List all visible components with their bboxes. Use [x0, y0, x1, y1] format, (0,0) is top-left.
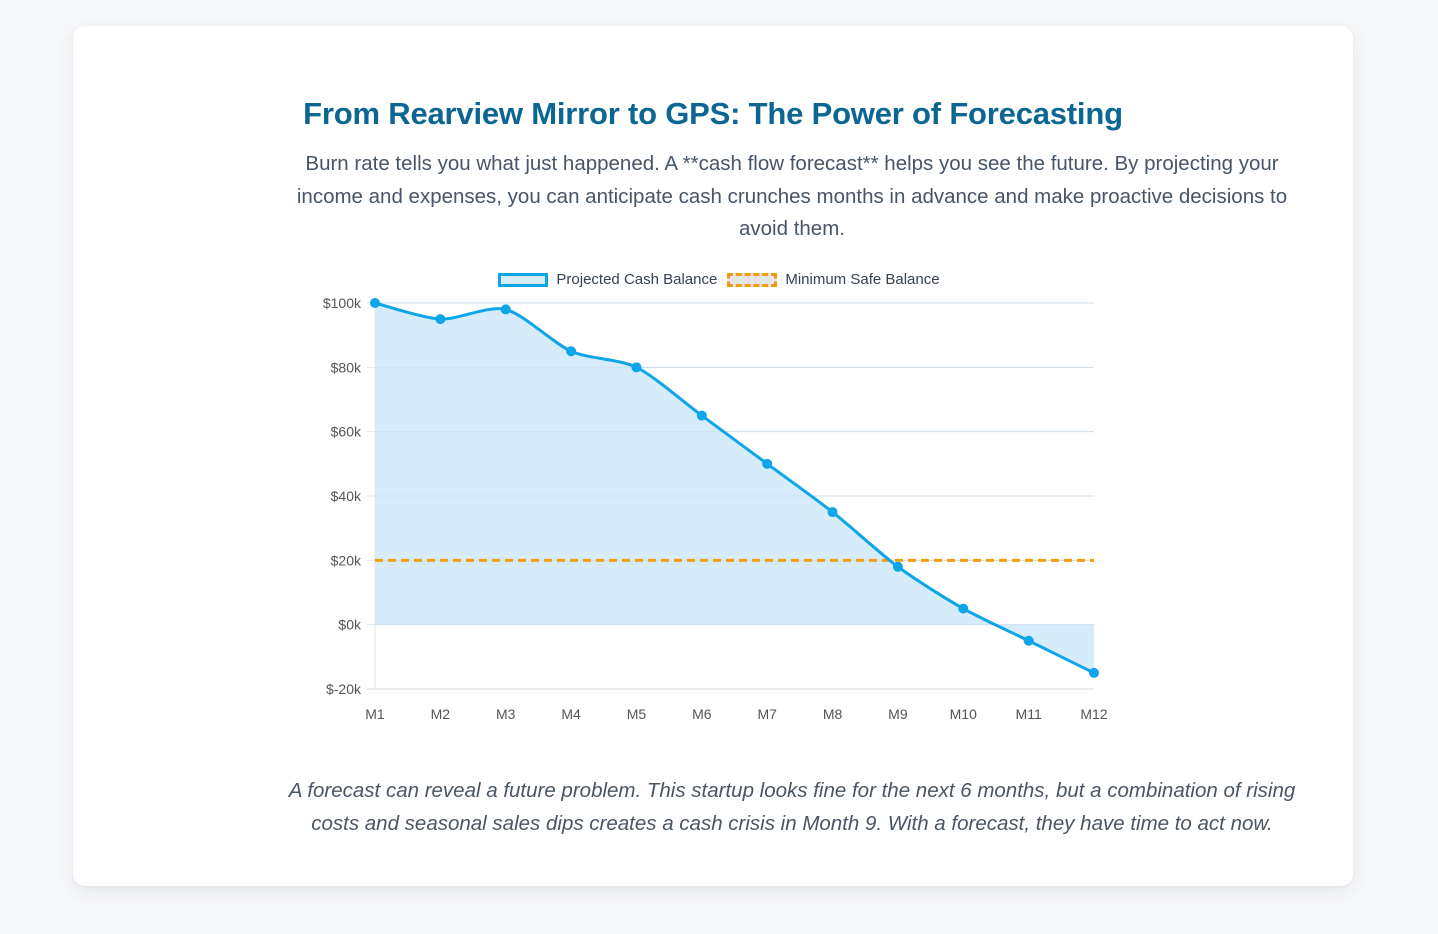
data-point-m11	[1023, 635, 1034, 646]
data-point-m12	[1089, 667, 1099, 678]
data-point-m3	[500, 304, 511, 315]
legend-label-minimum-safe: Minimum Safe Balance	[785, 271, 940, 288]
data-point-m5	[631, 362, 642, 373]
page-title: From Rearview Mirror to GPS: The Power o…	[303, 96, 1123, 131]
data-point-m9	[892, 561, 903, 572]
y-tick-label: $0k	[338, 617, 362, 633]
y-tick-label: $60k	[331, 424, 362, 440]
legend-swatch-projected-cash	[498, 272, 549, 287]
x-tick-label: M2	[431, 706, 451, 722]
data-point-m10	[958, 603, 969, 614]
forecast-card: From Rearview Mirror to GPS: The Power o…	[73, 26, 1353, 886]
x-tick-label: M12	[1080, 706, 1107, 722]
data-point-m1	[370, 298, 380, 308]
x-tick-label: M4	[561, 706, 581, 722]
legend-item-projected-cash[interactable]: Projected Cash Balance	[498, 271, 717, 288]
x-tick-label: M3	[496, 706, 516, 722]
intro-text: Burn rate tells you what just happened. …	[296, 152, 1288, 240]
data-point-m7	[762, 458, 773, 469]
x-tick-label: M9	[888, 706, 908, 722]
data-point-m6	[696, 410, 707, 421]
data-point-m2	[435, 314, 446, 325]
chart-caption: A forecast can reveal a future problem. …	[288, 779, 1296, 835]
y-tick-label: $-20k	[326, 681, 362, 697]
x-tick-label: M8	[823, 706, 843, 722]
x-tick-label: M5	[627, 706, 647, 722]
x-tick-label: M6	[692, 706, 712, 722]
y-tick-label: $80k	[331, 359, 362, 375]
legend-item-minimum-safe[interactable]: Minimum Safe Balance	[727, 271, 940, 288]
y-tick-label: $40k	[331, 488, 362, 504]
x-tick-label: M10	[950, 706, 977, 722]
x-tick-label: M7	[757, 706, 777, 722]
legend-label-projected-cash: Projected Cash Balance	[556, 271, 718, 288]
data-point-m8	[827, 507, 838, 518]
x-tick-label: M11	[1016, 706, 1042, 722]
x-tick-label: M1	[365, 706, 385, 722]
y-tick-label: $20k	[331, 552, 362, 568]
y-tick-label: $100k	[323, 295, 362, 311]
legend-swatch-minimum-safe	[727, 272, 778, 287]
projected-cash-area	[375, 303, 1094, 673]
chart-legend: Projected Cash Balance Minimum Safe Bala…	[0, 271, 1438, 288]
data-point-m4	[566, 346, 577, 357]
